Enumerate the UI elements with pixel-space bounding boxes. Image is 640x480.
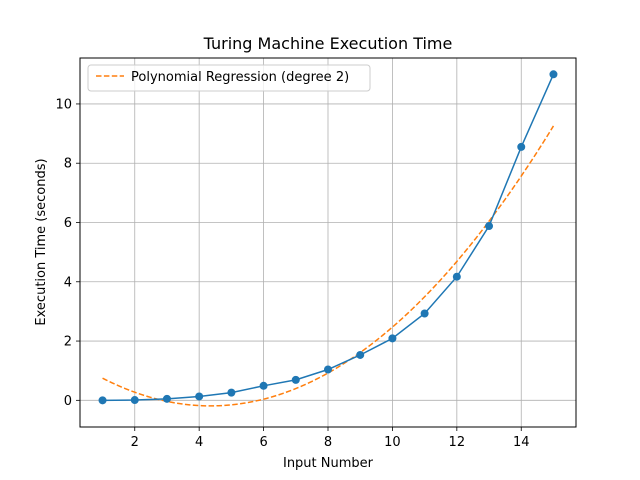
data-point [452,272,461,281]
y-tick-label: 10 [55,97,72,112]
data-point [356,350,365,359]
x-tick-label: 6 [259,435,267,450]
legend: Polynomial Regression (degree 2) [87,64,371,92]
data-point [485,222,494,231]
x-tick-label: 14 [513,435,530,450]
data-point [291,375,300,384]
y-tick-label: 8 [64,157,72,172]
data-point [517,142,526,151]
series-layer [98,70,558,407]
chart-title: Turing Machine Execution Time [203,34,453,53]
x-tick-label: 8 [324,435,332,450]
data-point [162,394,171,403]
regression-curve [102,125,555,407]
data-point [259,381,268,390]
data-point [98,396,107,405]
y-tick-label: 4 [64,275,72,290]
x-tick-label: 2 [131,435,139,450]
y-tick-label: 0 [64,394,72,409]
data-point [324,365,332,374]
legend-box [87,64,371,92]
x-axis-label: Input Number [283,456,374,471]
y-tick-label: 2 [64,335,72,350]
data-point [227,388,236,397]
x-tick-label: 4 [195,435,203,450]
data-point [420,309,429,318]
x-tick-label: 10 [384,435,401,450]
x-tick-label: 12 [449,435,466,450]
data-point [549,70,558,79]
y-tick-label: 6 [64,216,72,231]
ticks: 2 4 6 8 10 12 14 0 2 4 6 8 10 [55,97,529,450]
legend-label-regression: Polynomial Regression (degree 2) [131,70,349,85]
data-point [388,334,397,343]
y-axis-label: Execution Time (seconds) [34,158,49,325]
data-point [130,396,139,405]
data-point [195,392,204,401]
